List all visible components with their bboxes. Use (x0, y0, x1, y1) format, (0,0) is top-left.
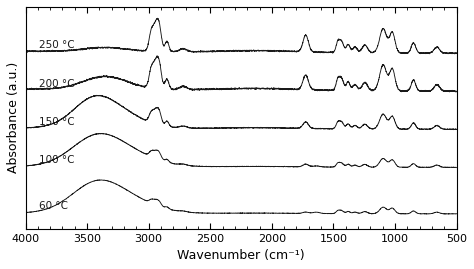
Text: 200 °C: 200 °C (39, 79, 74, 89)
Y-axis label: Absorbance (a.u.): Absorbance (a.u.) (7, 62, 20, 174)
X-axis label: Wavenumber (cm⁻¹): Wavenumber (cm⁻¹) (177, 249, 305, 262)
Text: 60 °C: 60 °C (39, 201, 68, 211)
Text: 100 °C: 100 °C (39, 155, 74, 165)
Text: 250 °C: 250 °C (39, 40, 75, 50)
Text: 150 °C: 150 °C (39, 117, 75, 127)
